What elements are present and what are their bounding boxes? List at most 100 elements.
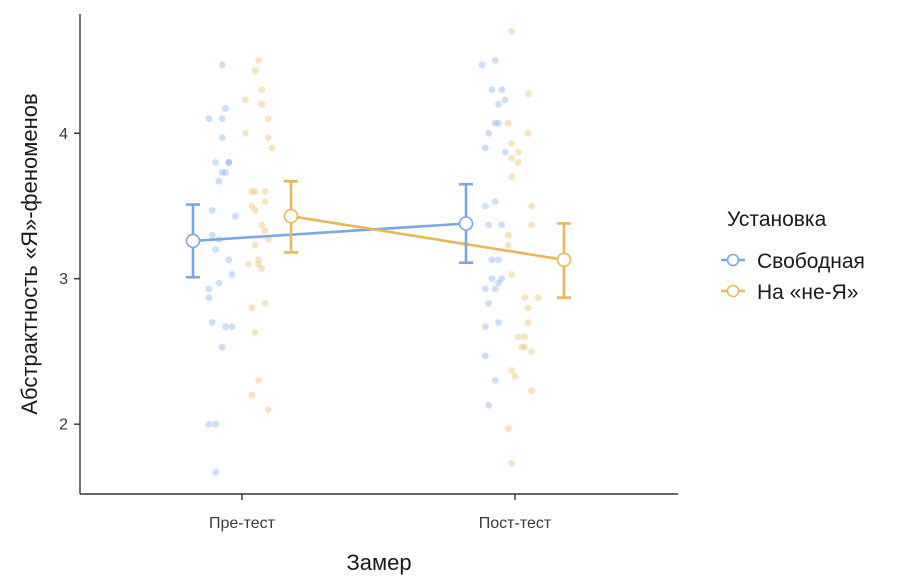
raw-point [501, 96, 509, 104]
raw-point [524, 304, 532, 312]
raw-point [218, 134, 226, 142]
y-axis-ticks: 2 3 4 [59, 126, 80, 434]
raw-point [208, 319, 216, 326]
legend-item: На «не-Я» [721, 281, 858, 304]
raw-point [212, 420, 220, 428]
x-tick-label: Пост-тест [479, 515, 552, 532]
raw-point [261, 227, 269, 235]
raw-point [255, 260, 262, 268]
raw-point [212, 468, 220, 476]
raw-point [218, 343, 226, 351]
raw-point [265, 236, 272, 243]
raw-point [241, 129, 249, 137]
raw-point [498, 86, 506, 93]
mean-point [556, 252, 572, 268]
raw-point [505, 231, 512, 239]
raw-point [225, 256, 233, 264]
raw-point [491, 285, 499, 293]
raw-point [205, 285, 213, 293]
raw-point [508, 154, 516, 162]
raw-point [265, 115, 272, 123]
mean-markers-layer [185, 208, 572, 268]
raw-point [491, 119, 499, 127]
raw-point [485, 401, 492, 409]
legend-item: Свободная [721, 250, 865, 273]
raw-point [528, 387, 535, 395]
raw-point [222, 323, 229, 331]
raw-point [222, 105, 229, 112]
raw-point [255, 377, 262, 384]
raw-point [488, 86, 496, 93]
raw-point [534, 294, 542, 301]
raw-point [491, 198, 499, 206]
raw-point [258, 100, 266, 108]
raw-point [258, 221, 266, 229]
raw-point [218, 169, 226, 176]
raw-point [225, 159, 233, 166]
legend: Установка Свободная На «не-Я» [721, 208, 865, 304]
raw-point [508, 367, 516, 374]
raw-point [261, 300, 269, 307]
raw-point [485, 221, 492, 229]
raw-point [524, 319, 532, 326]
legend-items: Свободная На «не-Я» [721, 250, 865, 304]
raw-point [481, 352, 489, 360]
legend-title: Установка [727, 208, 827, 231]
raw-point [505, 241, 512, 249]
raw-point [521, 333, 529, 341]
legend-label: Свободная [757, 250, 865, 273]
raw-point [248, 188, 256, 195]
raw-point [511, 372, 519, 380]
mean-point [283, 208, 299, 224]
raw-point [218, 61, 226, 69]
raw-point [481, 202, 489, 210]
raw-point [508, 460, 516, 467]
raw-point [495, 319, 502, 326]
raw-point [251, 241, 259, 249]
raw-point [528, 221, 535, 229]
raw-point [521, 294, 529, 301]
raw-point [485, 300, 492, 307]
raw-point [245, 260, 253, 268]
raw-point [508, 271, 516, 278]
raw-point [208, 207, 216, 214]
raw-point [481, 285, 489, 293]
raw-point [261, 188, 269, 195]
y-tick-label: 4 [59, 126, 68, 143]
raw-point [222, 169, 229, 176]
legend-key-point [726, 253, 740, 267]
raw-point [232, 212, 239, 220]
mean-point [458, 216, 474, 231]
raw-point [514, 333, 522, 341]
raw-point [514, 148, 522, 156]
raw-point [225, 159, 233, 166]
raw-point [228, 271, 236, 278]
raw-point [481, 323, 489, 331]
raw-point [481, 144, 489, 152]
mean-line [290, 214, 565, 262]
y-axis-title: Абстрактность «Я»-феноменов [17, 93, 42, 414]
raw-point [508, 140, 516, 147]
raw-point [524, 129, 532, 137]
x-tick-label: Пре-тест [209, 515, 276, 532]
raw-point [488, 275, 496, 283]
raw-point [258, 86, 266, 93]
raw-point [251, 188, 259, 195]
raw-point [268, 144, 276, 152]
raw-point [505, 425, 512, 432]
raw-point [498, 275, 506, 283]
y-tick-label: 3 [59, 271, 68, 288]
raw-point [508, 28, 516, 35]
raw-point [501, 148, 509, 156]
raw-point [215, 279, 223, 287]
raw-point [208, 231, 216, 239]
raw-point [491, 57, 499, 64]
raw-point [212, 159, 220, 166]
raw-point [205, 294, 213, 301]
raw-point [251, 67, 259, 75]
raw-point [205, 115, 213, 123]
raw-points-layer [205, 28, 542, 476]
raw-point [524, 90, 532, 98]
legend-key-point [726, 284, 740, 298]
raw-point [518, 343, 525, 351]
